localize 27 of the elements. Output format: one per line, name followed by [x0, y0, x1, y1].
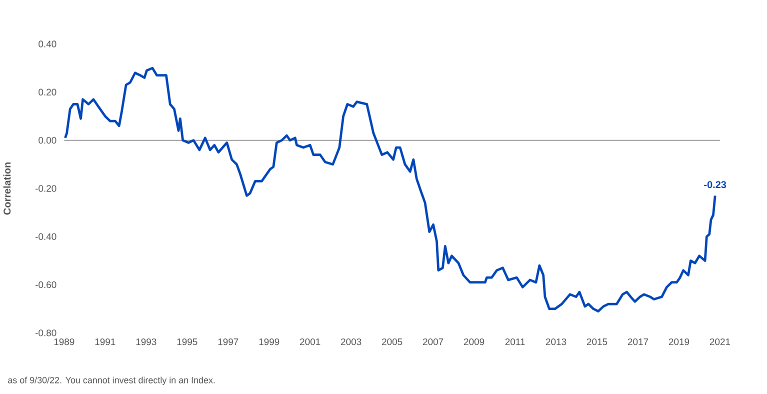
x-tick-label: 2001 [300, 338, 320, 346]
y-tick-label: 0.00 [38, 137, 56, 144]
x-tick-label: 2021 [710, 338, 730, 346]
x-tick-label: 2009 [464, 338, 484, 346]
y-tick-label: -0.60 [35, 281, 56, 288]
x-tick-label: 2007 [423, 338, 444, 346]
text: as of 9/30/22. You cannot invest directly in an Index. [8, 376, 215, 386]
annotation: -0.23 [704, 181, 726, 188]
x-tick-label: 2011 [505, 338, 525, 346]
y-tick-label: -0.80 [35, 330, 56, 336]
y-tick-label: 0.20 [38, 88, 56, 96]
x-tick-label: 1993 [136, 338, 156, 346]
y-tick-label: -0.20 [35, 185, 56, 192]
x-tick-label: 1997 [218, 338, 238, 346]
x-tick-label: 1995 [177, 338, 198, 346]
y-tick-label: 0.40 [38, 40, 56, 48]
x-tick-label: 2015 [586, 338, 608, 346]
x-tick-label: 2005 [382, 338, 402, 346]
x-tick-label: 1999 [259, 338, 280, 346]
x-tick-label: 2017 [628, 338, 648, 346]
x-tick-label: 1991 [95, 338, 116, 346]
x-tick-label: 1989 [54, 338, 74, 346]
y-axis-title: Correlation [3, 162, 11, 215]
y-tick-label: -0.40 [35, 233, 56, 240]
x-tick-label: 2019 [668, 338, 690, 346]
x-tick-label: 2013 [546, 338, 566, 346]
x-tick-label: 2003 [341, 338, 362, 346]
